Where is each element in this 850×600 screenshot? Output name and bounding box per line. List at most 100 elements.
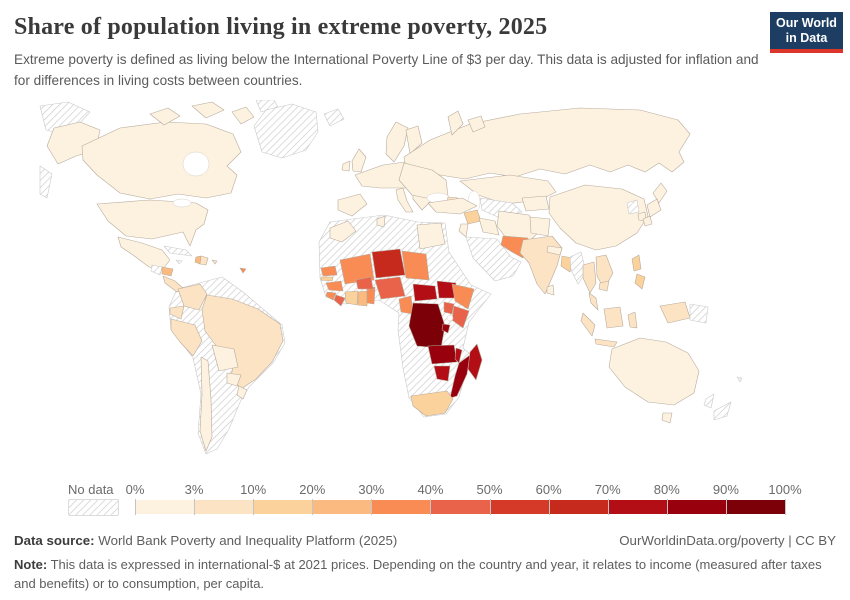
country-ethiopia[interactable] — [451, 283, 475, 310]
country-senegal[interactable] — [320, 265, 338, 277]
country-italy[interactable] — [395, 187, 414, 213]
country-madagascar[interactable] — [467, 343, 483, 381]
country-papua-new-guinea[interactable] — [689, 303, 709, 324]
country-nigeria[interactable] — [374, 276, 406, 300]
country-guatemala[interactable] — [150, 264, 163, 276]
country-greenland[interactable] — [253, 103, 319, 159]
legend-scale: 0% 3% 10% 20% 30% 40% 50% 60% 70% 80% 90% 100% — [126, 478, 802, 520]
country-usa[interactable] — [96, 199, 209, 247]
country-zambia[interactable] — [427, 344, 458, 365]
legend-tick-mark — [607, 499, 609, 515]
country-new-guinea-west[interactable] — [659, 301, 691, 324]
country-syria[interactable] — [463, 209, 482, 225]
country-kazakhstan[interactable] — [459, 174, 557, 205]
legend-bin-20-30%[interactable] — [313, 500, 372, 514]
chart-header: Share of population living in extreme po… — [14, 12, 843, 91]
country-sri-lanka[interactable] — [546, 284, 555, 296]
country-bangladesh[interactable] — [560, 255, 573, 273]
country-cambodia[interactable] — [598, 280, 610, 292]
country-arabian-peninsula[interactable] — [465, 236, 522, 282]
country-ghana[interactable] — [357, 290, 368, 307]
country-cuba[interactable] — [163, 245, 193, 257]
country-turkey[interactable] — [427, 197, 478, 215]
credit-link[interactable]: OurWorldinData.org/poverty | CC BY — [619, 533, 836, 548]
country-japan[interactable] — [642, 182, 668, 227]
country-guinea[interactable] — [325, 280, 344, 292]
country-tasmania[interactable] — [661, 412, 673, 424]
country-indonesia[interactable] — [580, 306, 638, 354]
country-new-zealand[interactable] — [703, 393, 732, 421]
country-dominican-republic[interactable] — [199, 255, 209, 266]
country-cote-divoire[interactable] — [344, 290, 359, 306]
country-iceland[interactable] — [323, 108, 345, 127]
country-uruguay[interactable] — [236, 385, 248, 400]
country-myanmar[interactable] — [569, 251, 587, 285]
legend-bin-80-90%[interactable] — [667, 500, 726, 514]
country-peru[interactable] — [170, 318, 203, 357]
legend-bin-10-20%[interactable] — [254, 500, 313, 514]
country-bolivia[interactable] — [211, 344, 239, 372]
country-trinidad[interactable] — [239, 267, 247, 274]
country-egypt[interactable] — [416, 222, 446, 250]
country-nepal[interactable] — [546, 245, 563, 256]
page-title: Share of population living in extreme po… — [14, 14, 548, 40]
country-uganda[interactable] — [443, 301, 455, 315]
country-kyrgyzstan-tajikistan[interactable] — [521, 195, 550, 212]
country-canada[interactable] — [81, 121, 242, 200]
country-uk-ireland[interactable] — [341, 148, 367, 173]
legend-bin-30-40%[interactable] — [372, 500, 431, 514]
country-scandinavia[interactable] — [385, 121, 409, 163]
country-honduras[interactable] — [161, 266, 174, 277]
country-south-africa[interactable] — [410, 390, 454, 417]
country-tunisia[interactable] — [376, 215, 386, 228]
country-australia[interactable] — [608, 337, 700, 406]
country-colombia[interactable] — [177, 283, 208, 311]
legend-bin-70-80%[interactable] — [608, 500, 667, 514]
legend-bin-40-50%[interactable] — [431, 500, 490, 514]
country-kenya[interactable] — [451, 305, 470, 329]
country-iraq[interactable] — [478, 217, 500, 236]
country-south-sudan[interactable] — [436, 280, 457, 299]
country-chile[interactable] — [199, 356, 213, 452]
legend-bin-50-60%[interactable] — [490, 500, 549, 514]
country-rwanda-burundi[interactable] — [441, 323, 451, 334]
country-north-korea[interactable] — [626, 199, 640, 215]
country-philippines[interactable] — [631, 254, 646, 290]
country-liberia[interactable] — [333, 294, 346, 307]
country-arctic-russia-islands[interactable] — [447, 110, 486, 136]
country-fiji[interactable] — [736, 376, 743, 383]
country-chad[interactable] — [401, 250, 430, 281]
owid-logo[interactable]: Our World in Data — [770, 12, 843, 53]
country-thailand[interactable] — [582, 261, 599, 311]
country-sierra-leone[interactable] — [325, 291, 337, 301]
country-gambia[interactable] — [320, 276, 334, 282]
country-zimbabwe[interactable] — [433, 365, 451, 382]
country-togo-benin[interactable] — [366, 286, 376, 305]
country-russia[interactable] — [403, 107, 691, 180]
legend-bin-60-70%[interactable] — [549, 500, 608, 514]
legend-tick-mark — [312, 499, 314, 515]
country-paraguay[interactable] — [226, 372, 242, 387]
country-finland[interactable] — [405, 125, 423, 155]
country-burkina-faso[interactable] — [355, 276, 374, 290]
country-morocco[interactable] — [329, 220, 357, 243]
country-mexico[interactable] — [117, 236, 171, 271]
country-china[interactable] — [548, 184, 649, 251]
country-central-african-republic[interactable] — [412, 283, 438, 302]
country-afghanistan[interactable] — [529, 216, 551, 237]
country-levant[interactable] — [458, 223, 469, 238]
legend-bin-0-3%[interactable] — [136, 500, 195, 514]
legend-bin-3-10%[interactable] — [195, 500, 254, 514]
country-cameroon[interactable] — [398, 295, 414, 315]
country-ecuador[interactable] — [169, 305, 185, 320]
country-india[interactable] — [519, 235, 563, 295]
country-niger[interactable] — [371, 248, 406, 279]
country-iberia[interactable] — [337, 193, 368, 217]
legend-no-data-swatch[interactable] — [68, 499, 119, 516]
legend-tick-label: 80% — [653, 482, 680, 497]
country-jamaica[interactable] — [175, 259, 183, 265]
country-puerto-rico[interactable] — [211, 259, 218, 265]
country-arctic-islands[interactable] — [149, 101, 255, 126]
country-brazil[interactable] — [201, 294, 284, 390]
legend-bin-90-100%[interactable] — [726, 500, 785, 514]
